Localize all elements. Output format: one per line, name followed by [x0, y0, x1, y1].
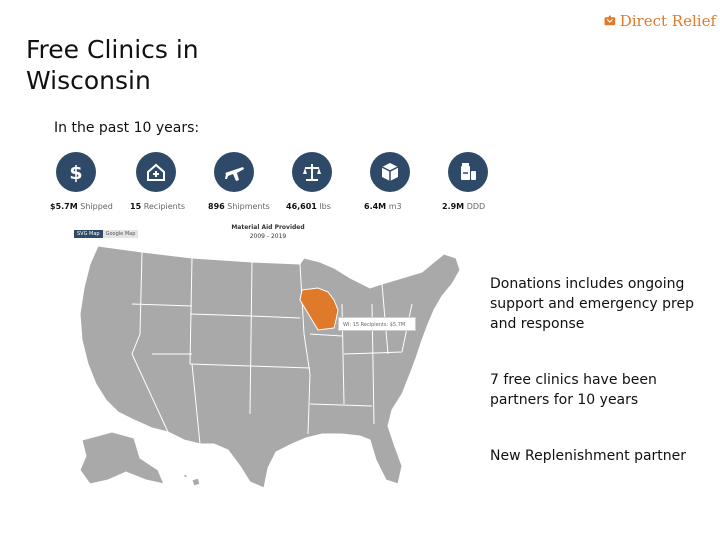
- stat-label: 6.4M m3: [364, 202, 402, 211]
- direct-relief-logo: Direct Relief: [604, 8, 716, 34]
- title-line-2: Wisconsin: [26, 66, 151, 95]
- map-date-range: 2009 - 2019: [249, 233, 287, 240]
- stat-recipients: 15 Recipients: [130, 152, 200, 214]
- stats-row: $ $5.7M Shipped 15 Recipients 896 Shipme…: [50, 152, 490, 214]
- stat-icon-circle: [370, 152, 410, 192]
- title-line-1: Free Clinics in: [26, 35, 199, 64]
- bullet-item: Donations includes ongoing support and e…: [490, 276, 695, 332]
- wisconsin-state-highlight: [299, 287, 339, 331]
- stat-weight: 46,601 lbs: [286, 152, 356, 214]
- page-subtitle: In the past 10 years:: [54, 120, 200, 136]
- stat-label: 2.9M DDD: [442, 202, 486, 211]
- stat-label: 15 Recipients: [130, 202, 186, 211]
- bullet-item: 7 free clinics have been partners for 10…: [490, 372, 657, 408]
- box-icon: [381, 163, 399, 181]
- svg-map-tab[interactable]: SVG Map: [74, 230, 103, 238]
- map-view-toggle: SVG Map Google Map: [74, 230, 139, 238]
- stat-icon-circle: [214, 152, 254, 192]
- stat-shipments: 896 Shipments: [208, 152, 278, 214]
- hawaii: [180, 473, 201, 487]
- page-title: Free Clinics in Wisconsin: [26, 34, 266, 96]
- map-tooltip: WI: 15 Recipients: $5.7M: [338, 317, 416, 331]
- google-map-tab[interactable]: Google Map: [102, 230, 139, 238]
- airplane-icon: [225, 167, 244, 181]
- stat-shipped-value: $ $5.7M Shipped: [50, 152, 120, 214]
- bullet-item: New Replenishment partner: [490, 448, 687, 464]
- us-map: [79, 245, 461, 489]
- clinic-icon: [147, 163, 165, 181]
- direct-relief-mark-icon: [604, 15, 616, 26]
- alaska: [79, 431, 165, 485]
- stat-icon-circle: [448, 152, 488, 192]
- scale-icon: [303, 164, 321, 181]
- medicine-icon: [461, 163, 476, 180]
- stat-volume: 6.4M m3: [364, 152, 434, 214]
- svg-text:$: $: [69, 162, 82, 183]
- stat-icon-circle: $: [56, 152, 96, 192]
- map-title: Material Aid Provided: [231, 224, 305, 231]
- stat-label: 896 Shipments: [208, 202, 270, 211]
- stat-label: 46,601 lbs: [286, 202, 331, 211]
- dollar-icon: $: [69, 162, 82, 183]
- stat-icon-circle: [292, 152, 332, 192]
- stat-doses: 2.9M DDD: [442, 152, 512, 214]
- stat-icon-circle: [136, 152, 176, 192]
- stat-label: $5.7M Shipped: [50, 202, 113, 211]
- logo-text: Direct Relief: [619, 12, 716, 30]
